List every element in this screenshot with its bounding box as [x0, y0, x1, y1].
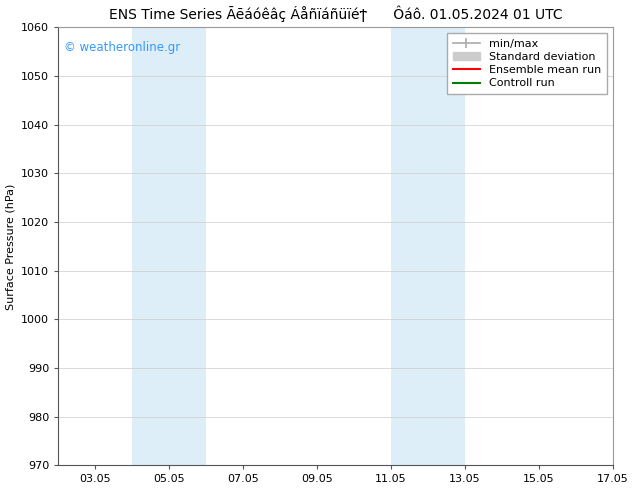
Legend: min/max, Standard deviation, Ensemble mean run, Controll run: min/max, Standard deviation, Ensemble me…	[447, 33, 607, 94]
Bar	[132, 27, 206, 465]
Bar	[391, 27, 465, 465]
Y-axis label: Surface Pressure (hPa): Surface Pressure (hPa)	[6, 183, 16, 310]
Text: © weatheronline.gr: © weatheronline.gr	[64, 41, 180, 53]
Title: ENS Time Series Āēáóêâç Áåñïáñüïéϯ      Ôáô. 01.05.2024 01 UTC: ENS Time Series Āēáóêâç Áåñïáñüïéϯ Ôáô. …	[108, 5, 562, 22]
